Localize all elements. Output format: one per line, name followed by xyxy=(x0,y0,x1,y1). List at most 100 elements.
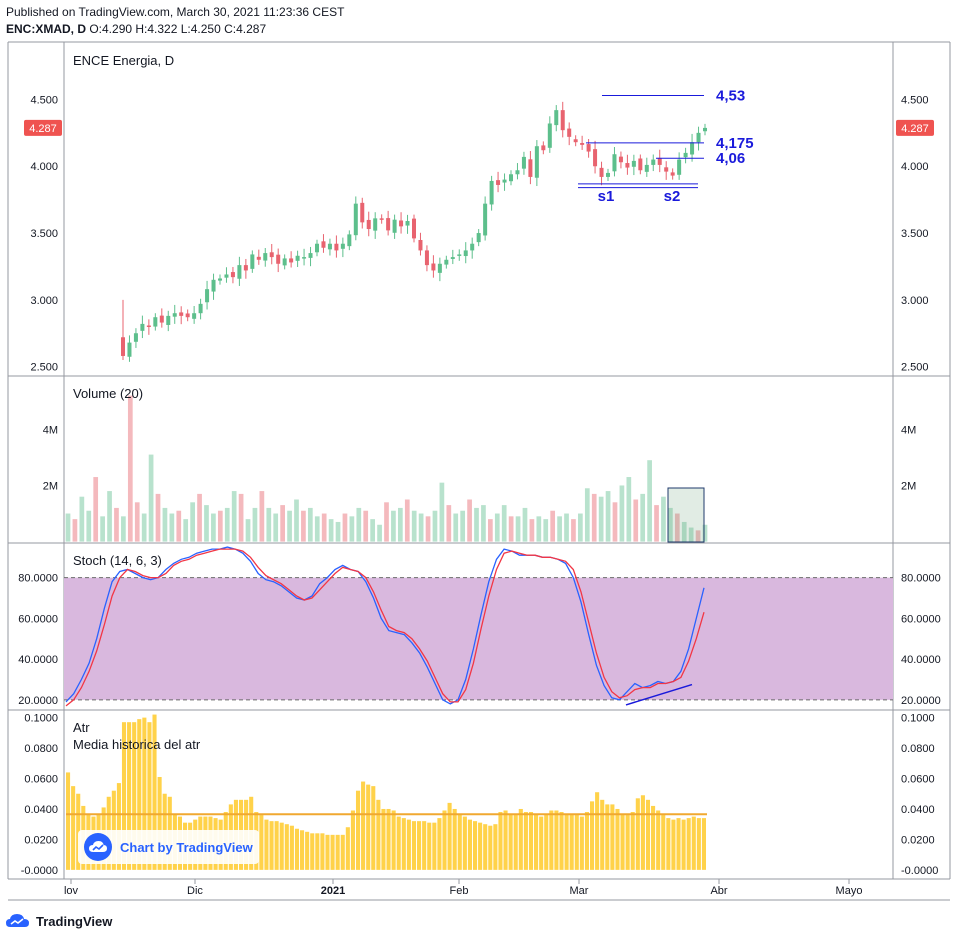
atr-bar xyxy=(310,833,315,870)
candle-up xyxy=(205,289,210,303)
volume-bar xyxy=(397,507,403,542)
candle-down xyxy=(276,254,281,264)
atr-bar xyxy=(686,818,691,870)
atr-bar xyxy=(472,821,478,870)
candle-up xyxy=(690,142,695,155)
candle-down xyxy=(179,312,184,316)
y-tick-left: 40.0000 xyxy=(18,654,58,666)
atr-bar xyxy=(422,821,427,870)
atr-bar xyxy=(554,810,559,870)
candle-down xyxy=(593,149,598,167)
volume-bar xyxy=(474,507,479,542)
candle-down xyxy=(334,243,339,251)
candle-up xyxy=(263,253,268,261)
candle-down xyxy=(418,239,423,251)
volume-bar xyxy=(543,519,549,542)
candle-up xyxy=(295,255,300,261)
volume-bar xyxy=(508,516,514,542)
tradingview-watermark[interactable]: Chart by TradingView xyxy=(78,830,259,864)
volume-bar xyxy=(328,519,334,542)
volume-bar xyxy=(702,524,708,542)
atr-bar xyxy=(579,816,584,870)
y-tick-left: 2.500 xyxy=(30,362,58,374)
y-tick-left: 0.0600 xyxy=(24,774,58,786)
atr-bar xyxy=(467,819,472,870)
y-tick-right: 0.0400 xyxy=(901,804,935,816)
atr-bar xyxy=(564,813,569,870)
candle-up xyxy=(651,159,656,165)
candle-up xyxy=(405,221,410,226)
y-tick-right: 60.0000 xyxy=(901,613,941,625)
y-tick-right: 4.000 xyxy=(901,161,929,173)
atr-bar xyxy=(325,834,330,870)
support-label-s1: s1 xyxy=(598,188,615,205)
last-price-label-left: 4.287 xyxy=(29,123,57,135)
candle-down xyxy=(580,143,585,145)
y-tick-left: 20.0000 xyxy=(18,695,58,707)
candle-up xyxy=(217,278,223,281)
candle-down xyxy=(424,250,429,266)
x-tick-label: Mar xyxy=(570,885,589,897)
candle-up xyxy=(211,279,216,292)
atr-bar xyxy=(274,821,279,870)
atr-bar xyxy=(620,813,625,870)
atr-bar xyxy=(442,810,447,870)
candle-up xyxy=(489,180,494,205)
candle-down xyxy=(321,241,326,248)
volume-bar xyxy=(501,505,507,542)
level-label-2: 4,06 xyxy=(716,150,745,167)
atr-bar xyxy=(544,815,549,870)
atr-bar xyxy=(330,834,335,870)
volume-bar xyxy=(266,507,272,542)
atr-bar xyxy=(305,831,310,870)
candle-up xyxy=(508,174,514,182)
atr-bar xyxy=(437,818,442,870)
volume-bar xyxy=(349,516,355,542)
candle-up xyxy=(133,333,138,342)
atr-bar xyxy=(401,818,406,870)
atr-bar xyxy=(340,834,345,870)
tradingview-footer[interactable]: TradingView xyxy=(6,913,112,929)
volume-bar xyxy=(370,519,376,542)
candle-up xyxy=(444,259,449,265)
candle-up xyxy=(392,219,397,233)
atr-bar xyxy=(696,818,701,870)
y-tick-right: 20.0000 xyxy=(901,695,941,707)
candle-up xyxy=(534,146,539,178)
candle-up xyxy=(237,265,242,279)
candle-down xyxy=(431,263,436,271)
stoch-pane-title: Stoch (14, 6, 3) xyxy=(73,553,162,568)
atr-bar xyxy=(427,822,432,870)
candle-up xyxy=(373,218,378,231)
volume-bar xyxy=(356,507,362,542)
y-tick-right: 3.000 xyxy=(901,295,929,307)
atr-bar xyxy=(432,822,437,870)
last-price-tag-left xyxy=(24,119,62,136)
candle-up xyxy=(702,127,708,132)
x-tick-label: Feb xyxy=(450,885,469,897)
volume-bar xyxy=(204,505,209,542)
candle-up xyxy=(192,313,197,319)
atr-bar xyxy=(518,808,523,870)
x-tick-label: Dic xyxy=(187,885,203,897)
volume-bar xyxy=(661,496,666,542)
volume-bar xyxy=(522,507,528,542)
candle-up xyxy=(302,257,307,259)
candle-up xyxy=(437,263,442,273)
stoch-trendline xyxy=(625,683,693,706)
candle-down xyxy=(146,325,151,327)
atr-bar xyxy=(681,819,686,870)
atr-bar xyxy=(289,825,294,870)
atr-bar xyxy=(320,833,325,870)
atr-bar xyxy=(417,821,422,870)
y-tick-right: 80.0000 xyxy=(901,573,941,585)
volume-bar xyxy=(169,513,175,542)
volume-bar xyxy=(515,516,521,542)
candle-up xyxy=(450,257,455,259)
volume-bar xyxy=(287,510,292,542)
volume-bar xyxy=(612,502,618,542)
tradingview-logo-icon xyxy=(6,914,29,927)
atr-bar xyxy=(66,772,71,870)
volume-bar xyxy=(633,499,639,542)
